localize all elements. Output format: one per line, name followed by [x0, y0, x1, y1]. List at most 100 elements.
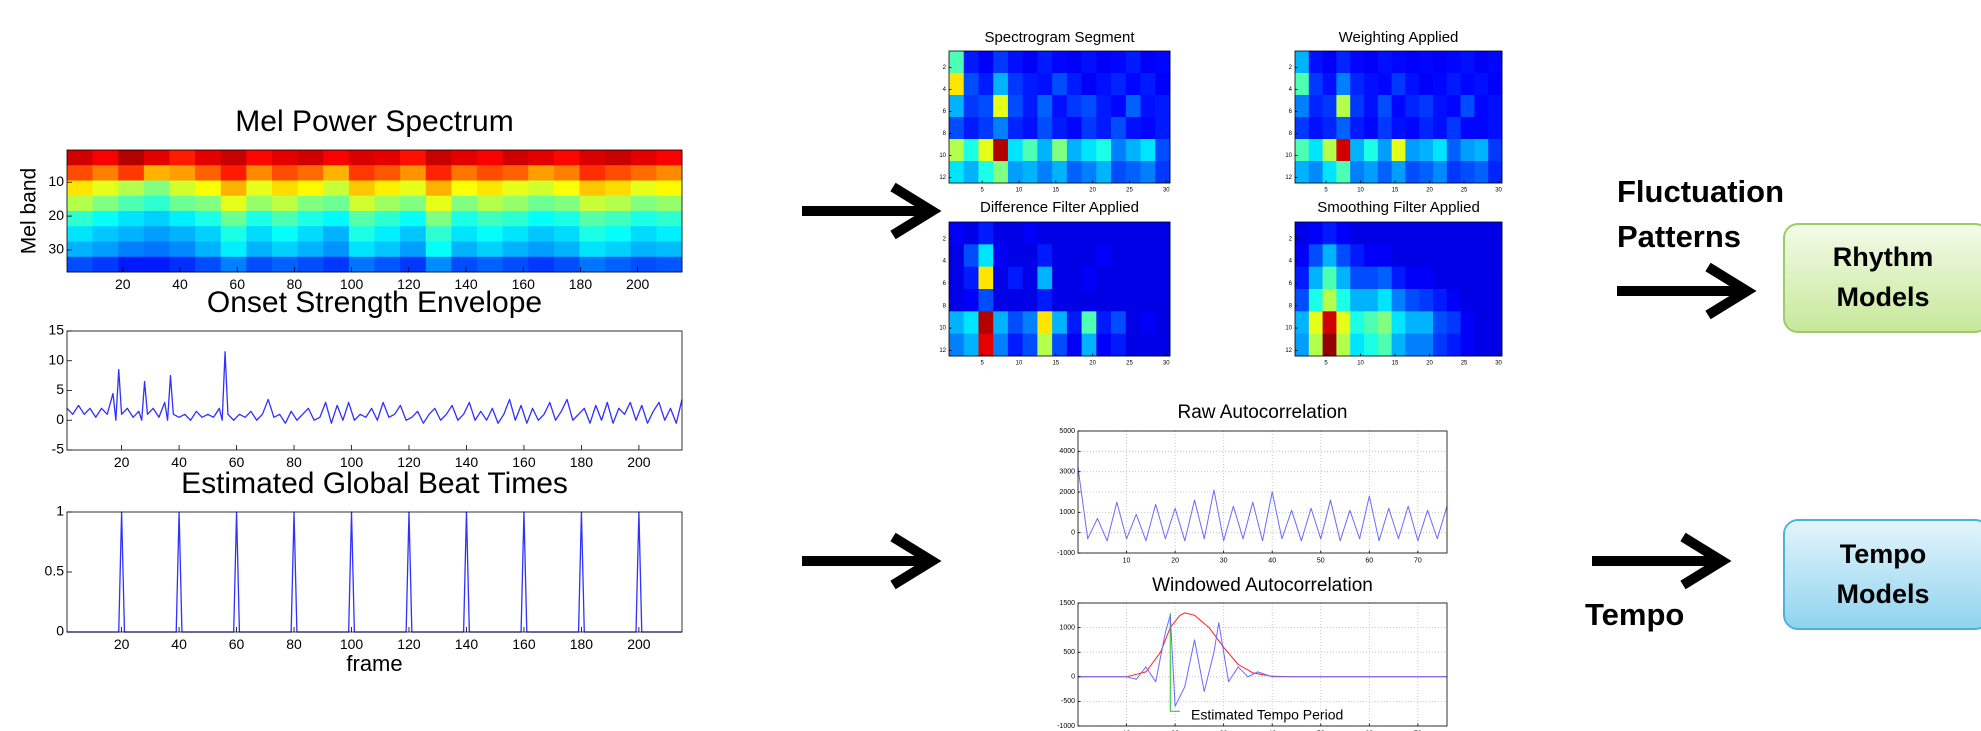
heatmap-cell	[949, 51, 965, 74]
panel-title: Weighting Applied	[1339, 29, 1459, 46]
heatmap-cell	[1350, 244, 1365, 268]
heatmap-cell	[425, 241, 452, 258]
y-tick-label: 12	[1285, 175, 1292, 181]
heatmap-cell	[477, 256, 504, 273]
heatmap-cell	[246, 256, 273, 273]
heatmap-cell	[1433, 117, 1448, 140]
heatmap-cell	[1295, 266, 1310, 290]
heatmap-cell	[451, 256, 478, 273]
x-tick-label: 120	[397, 276, 421, 292]
heatmap-cell	[502, 150, 529, 166]
heatmap-cell	[1391, 289, 1406, 312]
heatmap-cell	[374, 241, 401, 258]
heatmap-cell	[949, 95, 965, 118]
heatmap-cell	[1125, 289, 1141, 312]
heatmap-cell	[195, 150, 222, 166]
heatmap-cell	[1140, 222, 1156, 245]
heatmap-cell	[1350, 266, 1365, 290]
y-tick-label: 6	[1289, 109, 1293, 115]
heatmap-cell	[1007, 139, 1024, 162]
heatmap-cell	[425, 226, 452, 242]
heatmap-cell	[272, 226, 299, 242]
heatmap-cell	[1022, 311, 1038, 335]
heatmap-cell	[1446, 161, 1461, 184]
heatmap-cell	[1460, 333, 1475, 357]
x-tick-label: 30	[1163, 187, 1170, 193]
heatmap-cell	[451, 226, 478, 242]
heatmap-cell	[1081, 73, 1097, 96]
heatmap-cell	[1336, 289, 1351, 312]
plot-background	[1078, 431, 1447, 553]
heatmap-cell	[656, 195, 683, 212]
heatmap-cell	[605, 241, 632, 258]
heatmap-cell	[67, 226, 94, 242]
heatmap-cell	[92, 165, 119, 181]
heatmap-cell	[1007, 95, 1024, 118]
x-tick-label: 140	[454, 276, 478, 292]
x-tick-label: 30	[1495, 360, 1502, 366]
flow-label: Tempo	[1585, 597, 1684, 632]
heatmap-cell	[1022, 266, 1038, 290]
heatmap-cell	[579, 241, 606, 258]
heatmap-cell	[1111, 139, 1127, 162]
heatmap-cell	[978, 289, 994, 312]
heatmap-cell	[528, 180, 555, 197]
heatmap-cell	[579, 195, 606, 212]
heatmap-cell	[1460, 161, 1475, 184]
heatmap-cell	[1022, 73, 1038, 96]
heatmap-cell	[195, 241, 222, 258]
heatmap-cell	[1350, 289, 1365, 312]
heatmap-cell	[1125, 117, 1141, 140]
heatmap-cell	[323, 150, 350, 166]
heatmap-cell	[143, 241, 170, 258]
heatmap-cell	[1037, 73, 1053, 96]
heatmap-cell	[1377, 73, 1392, 96]
heatmap-cell	[1322, 139, 1337, 162]
heatmap-cell	[477, 226, 504, 242]
x-tick-label: 180	[570, 454, 594, 470]
heatmap-cell	[118, 150, 145, 166]
y-tick-label: 4	[943, 259, 947, 265]
heatmap-cell	[1022, 117, 1038, 140]
heatmap-cell	[323, 195, 350, 212]
y-tick-label: 2	[1289, 65, 1293, 71]
heatmap-cell	[143, 211, 170, 227]
heatmap-cell	[1125, 95, 1141, 118]
heatmap-cell	[297, 180, 324, 197]
y-tick-label: 0	[1071, 674, 1075, 681]
heatmap-cell	[1460, 139, 1475, 162]
heatmap-cell	[1405, 51, 1420, 74]
heatmap-cell	[1037, 161, 1053, 184]
heatmap-cell	[220, 211, 247, 227]
y-tick-label: 10	[939, 153, 946, 159]
heatmap-cell	[1022, 222, 1038, 245]
heatmap-cell	[1433, 333, 1448, 357]
heatmap-cell	[400, 256, 427, 273]
heatmap-cell	[348, 180, 375, 197]
heatmap-cell	[451, 241, 478, 258]
heatmap-cell	[1096, 289, 1112, 312]
heatmap-cell	[451, 150, 478, 166]
heatmap-cell	[374, 195, 401, 212]
heatmap-cell	[400, 180, 427, 197]
panel: 10203040506070-1000-500050010001500Windo…	[1057, 575, 1448, 731]
annotation: Estimated Tempo Period	[1191, 707, 1343, 723]
heatmap-cell	[1140, 117, 1156, 140]
heatmap-cell	[1037, 117, 1053, 140]
heatmap-cell	[579, 211, 606, 227]
heatmap-cell	[400, 165, 427, 181]
heatmap-cell	[1350, 73, 1365, 96]
heatmap-cell	[1446, 222, 1461, 245]
model-label: Models	[1836, 579, 1929, 609]
heatmap-cell	[1295, 73, 1310, 96]
heatmap-cell	[993, 244, 1009, 268]
heatmap-cell	[978, 222, 994, 245]
heatmap-cell	[1336, 117, 1351, 140]
heatmap-cell	[656, 180, 683, 197]
heatmap-cell	[1096, 333, 1112, 357]
heatmap-cell	[1433, 244, 1448, 268]
x-tick-label: 20	[114, 454, 130, 470]
heatmap-cell	[272, 241, 299, 258]
heatmap-cell	[1140, 244, 1156, 268]
heatmap-cell	[1446, 266, 1461, 290]
